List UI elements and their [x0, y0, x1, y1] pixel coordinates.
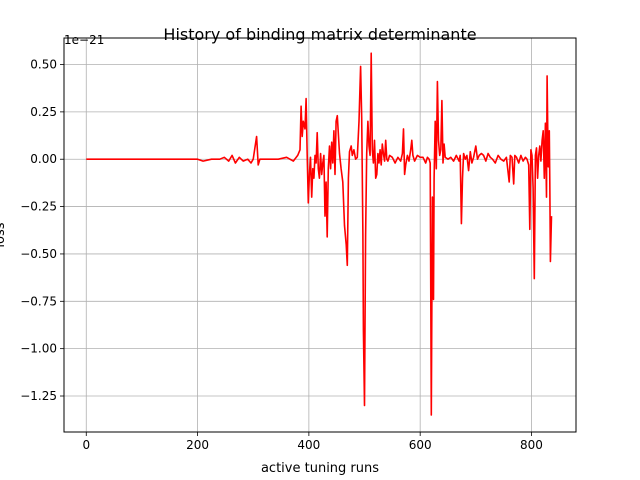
y-tick-label: 0.00: [30, 152, 57, 166]
y-axis: −1.25 −1.00 −0.75 −0.50 −0.25 0.00 0.25 0.50: [20, 58, 64, 403]
offset-text: 1e−21: [64, 33, 104, 47]
x-tick-label: 400: [297, 438, 320, 452]
x-tick-label: 600: [409, 438, 432, 452]
y-axis-label: loss: [0, 222, 8, 247]
x-tick-label: 800: [520, 438, 543, 452]
y-tick-label: −0.50: [20, 247, 57, 261]
series-line: [86, 52, 553, 416]
y-tick-label: −1.25: [20, 389, 57, 403]
x-tick-label: 0: [82, 438, 90, 452]
y-tick-label: 0.50: [30, 58, 57, 72]
y-tick-label: −0.75: [20, 294, 57, 308]
x-axis: 0 200 400 600 800: [82, 432, 543, 452]
y-tick-label: −0.25: [20, 200, 57, 214]
x-tick-label: 200: [186, 438, 209, 452]
y-tick-label: −1.00: [20, 342, 57, 356]
series-layer: [86, 52, 553, 416]
y-tick-label: 0.25: [30, 105, 57, 119]
plot-frame: [63, 37, 577, 433]
x-axis-label: active tuning runs: [261, 461, 379, 476]
chart-title: History of binding matrix determinante: [163, 25, 476, 44]
